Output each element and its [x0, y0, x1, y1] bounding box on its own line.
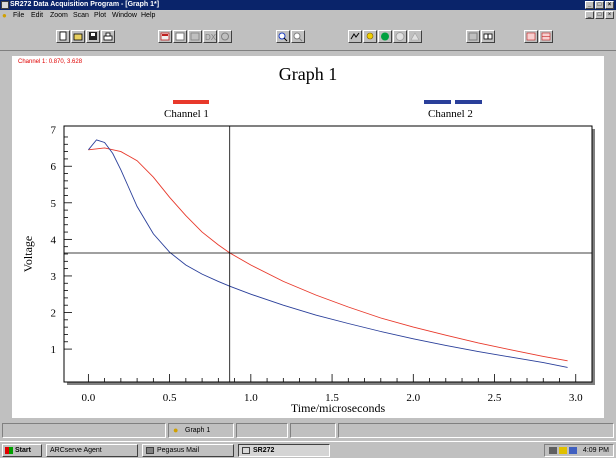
bulb-icon: ● [173, 425, 179, 435]
toolbar: DX [0, 21, 616, 51]
windows-flag-icon [5, 447, 13, 454]
start-button[interactable]: Start [2, 444, 42, 457]
y-tick-label: 2 [51, 308, 57, 320]
plot-frame [63, 125, 593, 383]
series-line-channel-1 [88, 147, 568, 362]
window-titlebar: SR272 Data Acquisition Program - [Graph … [0, 0, 616, 10]
mdi-strip-slot-3 [338, 423, 614, 438]
volume-icon[interactable] [559, 447, 567, 454]
taskbar-button-sr272[interactable]: SR272 [238, 444, 330, 457]
cut-icon[interactable] [158, 30, 172, 43]
zoom-out-icon[interactable] [291, 30, 305, 43]
taskbar-button-pegasus[interactable]: Pegasus Mail [142, 444, 234, 457]
x-axis-label: Time/microseconds [291, 401, 386, 415]
mdi-close-button[interactable]: × [605, 11, 614, 19]
close-button[interactable]: × [605, 1, 614, 9]
y-tick-label: 4 [51, 234, 57, 246]
legend-swatch-channel-1 [173, 100, 209, 104]
menu-window[interactable]: Window [112, 12, 137, 19]
app-icon [242, 447, 250, 454]
go-icon[interactable] [378, 30, 392, 43]
taskbar: Start ARCserve Agent Pegasus Mail SR272 … [0, 441, 616, 458]
up-icon[interactable] [408, 30, 422, 43]
menu-zoom[interactable]: Zoom [50, 12, 68, 19]
maximize-button[interactable]: □ [595, 1, 604, 9]
network-icon[interactable] [549, 447, 557, 454]
open-icon[interactable] [71, 30, 85, 43]
menu-edit[interactable]: Edit [31, 12, 44, 19]
clock: 4:09 PM [582, 447, 609, 454]
mdi-strip-slot-2 [290, 423, 336, 438]
menu-scan[interactable]: Scan [73, 12, 89, 19]
mdi-minimize-button[interactable]: _ [585, 11, 594, 19]
x-tick-label: 2.0 [406, 392, 420, 404]
scan-icon[interactable] [348, 30, 362, 43]
x-tick-label: 1.5 [325, 392, 339, 404]
taskbar-button-sr272-label: SR272 [253, 447, 275, 454]
menu-bar: ● File Edit Zoom Scan Plot Window Help _… [0, 10, 616, 21]
graph-title: Graph 1 [278, 64, 338, 84]
undo-icon[interactable]: DX [203, 30, 217, 43]
minimize-button[interactable]: _ [585, 1, 594, 9]
stop-icon[interactable] [393, 30, 407, 43]
tray-app-icon[interactable] [569, 447, 577, 454]
window-icon[interactable] [466, 30, 480, 43]
mail-icon [146, 447, 154, 454]
taskbar-button-arcserve[interactable]: ARCserve Agent [46, 444, 138, 457]
grid-icon[interactable] [539, 30, 553, 43]
x-tick-label: 0.0 [81, 392, 95, 404]
y-tick-label: 1 [51, 344, 57, 356]
menu-help[interactable]: Help [141, 12, 156, 19]
legend-swatch-channel-2a [424, 100, 451, 104]
y-tick-label: 3 [51, 271, 57, 283]
y-tick-label: 6 [51, 161, 57, 173]
y-tick-label: 5 [51, 198, 57, 210]
plot-area[interactable]: 1 2 3 4 5 6 7 0.0 0.5 1.0 1.5 2.0 2.5 3.0 Time/microse… [12, 56, 604, 418]
copy-icon[interactable] [173, 30, 187, 43]
graph-icon[interactable] [524, 30, 538, 43]
y-axis-label: Voltage [21, 236, 35, 272]
cursor-readout: Channel 1: 0.870, 3.628 [18, 59, 83, 65]
mdi-tab-graph-1[interactable]: ● Graph 1 [168, 423, 234, 438]
taskbar-button-pegasus-label: Pegasus Mail [157, 447, 200, 454]
mdi-strip-slot-1 [236, 423, 288, 438]
x-tick-label: 3.0 [569, 392, 583, 404]
graph-window[interactable]: Channel 1: 0.870, 3.628 Graph 1 Channel … [12, 56, 604, 418]
x-tick-label: 1.0 [244, 392, 258, 404]
redo-icon[interactable] [218, 30, 232, 43]
app-icon[interactable] [1, 1, 9, 9]
split-icon[interactable] [481, 30, 495, 43]
svg-text:DX: DX [205, 33, 216, 42]
y-tick-label: 7 [51, 125, 57, 137]
zoom-in-icon[interactable] [276, 30, 290, 43]
paste-icon[interactable] [188, 30, 202, 43]
x-tick-label: 2.5 [488, 392, 502, 404]
save-icon[interactable] [86, 30, 100, 43]
legend-label-channel-2: Channel 2 [428, 108, 473, 120]
bulb-icon[interactable]: ● [2, 11, 7, 20]
mdi-strip-empty-left [2, 423, 166, 438]
mdi-controls: _ □ × [585, 11, 614, 19]
new-icon[interactable] [56, 30, 70, 43]
x-tick-label: 0.5 [163, 392, 177, 404]
window-title: SR272 Data Acquisition Program - [Graph … [10, 1, 160, 8]
mdi-status-strip: ● Graph 1 [0, 421, 616, 440]
mdi-restore-button[interactable]: □ [595, 11, 604, 19]
menu-plot[interactable]: Plot [94, 12, 107, 19]
mdi-tab-label: Graph 1 [185, 427, 211, 434]
bulb-icon[interactable] [363, 30, 377, 43]
print-icon[interactable] [101, 30, 115, 43]
window-controls: _ □ × [585, 1, 614, 9]
legend-label-channel-1: Channel 1 [164, 108, 209, 120]
start-label: Start [15, 447, 31, 454]
legend-swatch-channel-2b [455, 100, 482, 104]
system-tray: 4:09 PM [544, 444, 614, 457]
menu-file[interactable]: File [13, 12, 25, 19]
